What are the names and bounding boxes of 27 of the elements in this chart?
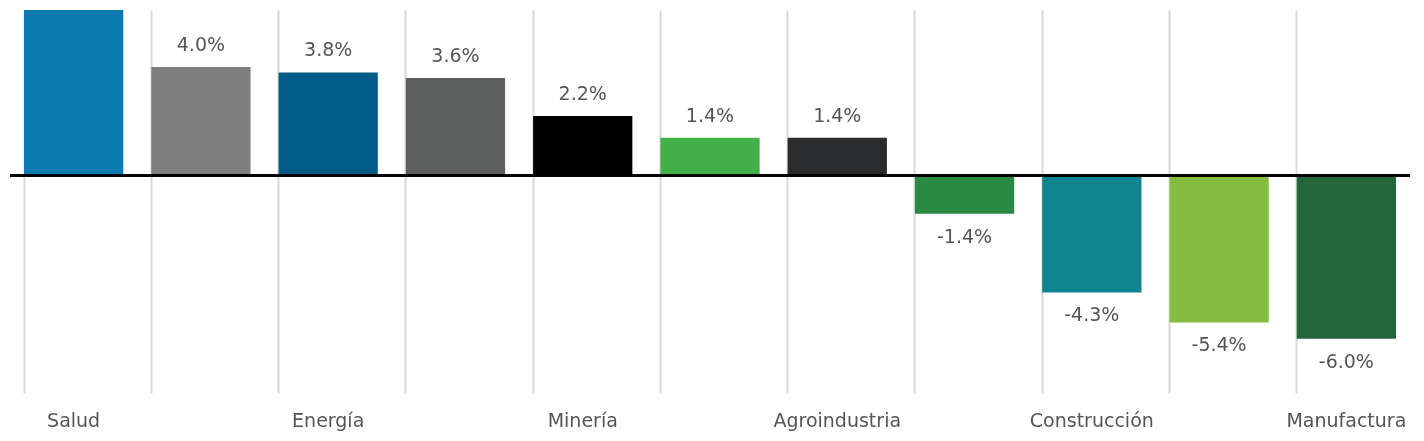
bar: [914, 175, 1015, 214]
data-label: -1.4%: [936, 224, 993, 247]
bar: [278, 72, 378, 176]
x-tick-label: Agroindustria: [773, 408, 902, 431]
bar: [787, 137, 887, 176]
data-label: -6.0%: [1318, 349, 1374, 372]
data-label: 4.0%: [176, 33, 226, 56]
bar: [405, 77, 506, 176]
x-tick-label: Minería: [547, 408, 618, 431]
data-label: -5.4%: [1191, 333, 1247, 356]
bar: [533, 115, 633, 176]
data-label: 1.4%: [685, 103, 735, 126]
x-tick-label: Energía: [292, 408, 365, 431]
data-label: 2.2%: [558, 81, 607, 104]
data-label: 3.8%: [304, 38, 353, 61]
data-label: -4.3%: [1064, 303, 1120, 326]
x-tick-label: Manufactura: [1286, 408, 1407, 431]
x-tick-label: Construcción: [1029, 408, 1154, 431]
data-label: 3.6%: [431, 43, 480, 66]
bar: [24, 10, 124, 176]
bar: [1296, 175, 1396, 339]
data-label: 1.4%: [813, 103, 862, 126]
x-tick-label: Salud: [47, 408, 101, 431]
bar: [151, 67, 251, 176]
bar: [660, 137, 760, 176]
bar: [1169, 175, 1269, 323]
bar: [1042, 175, 1142, 293]
